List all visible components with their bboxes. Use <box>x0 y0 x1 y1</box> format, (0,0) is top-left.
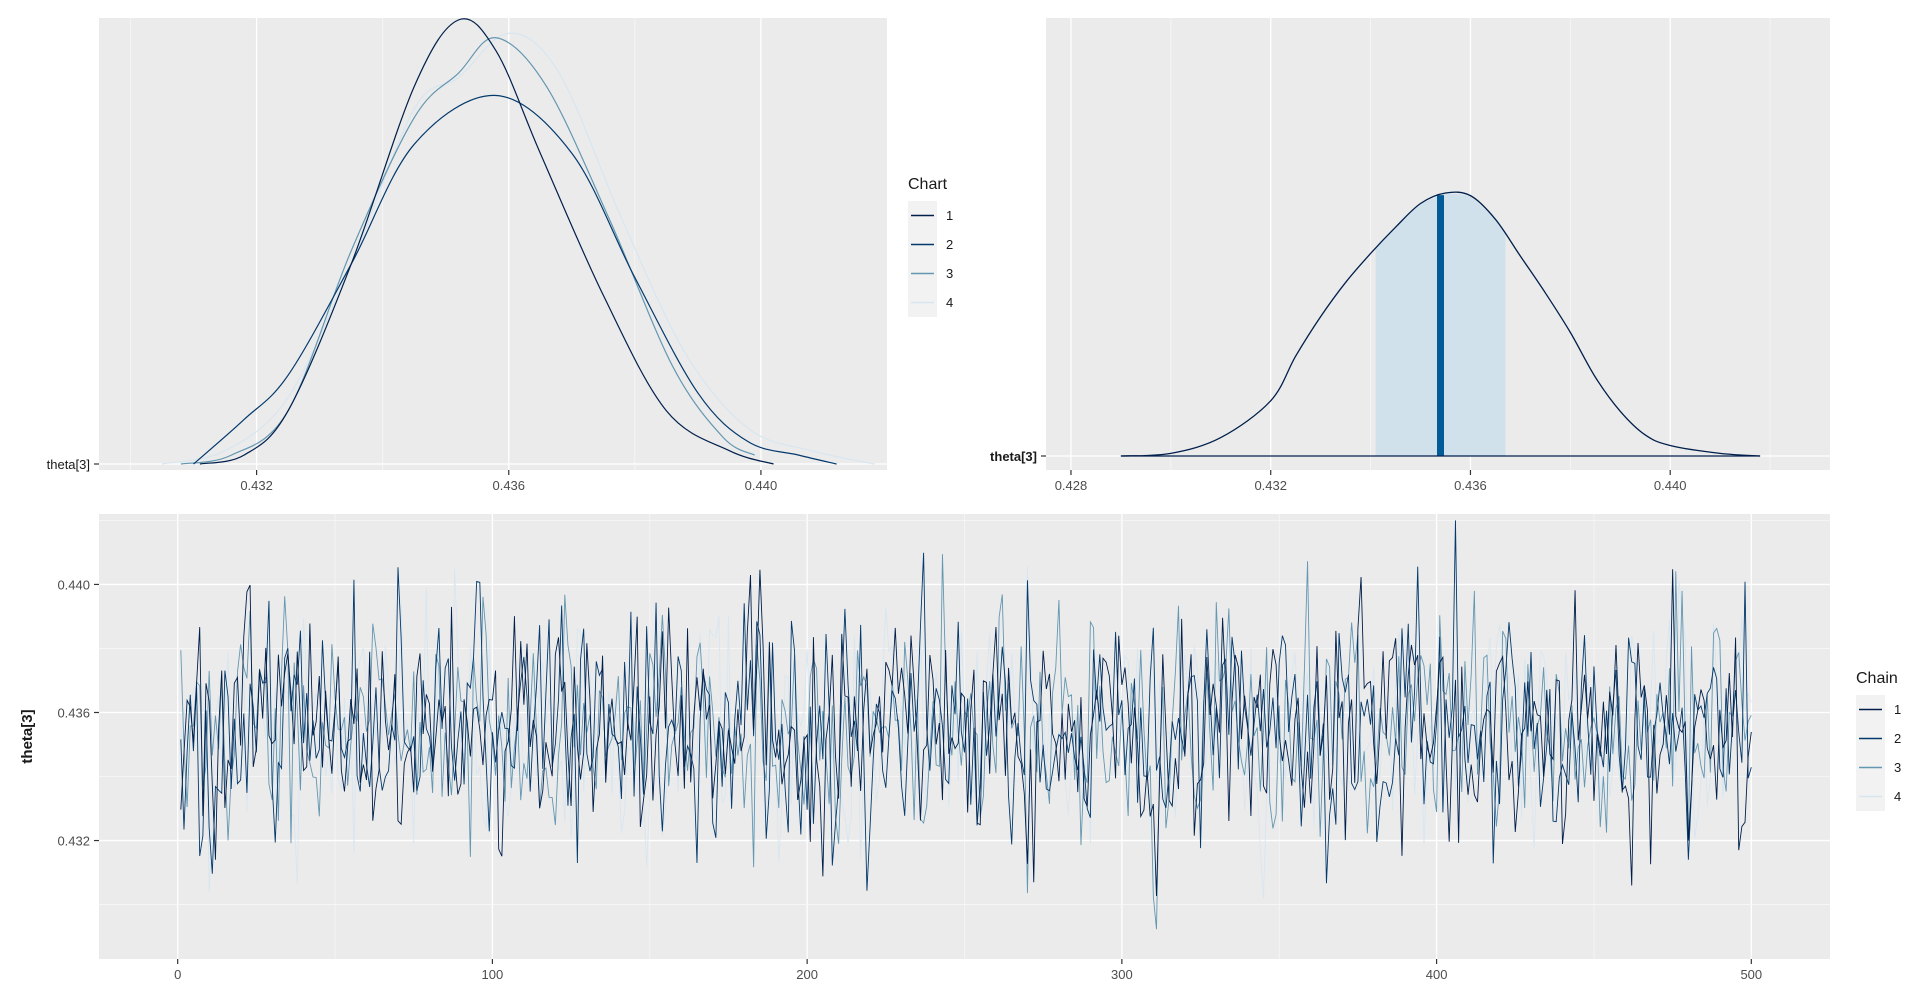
trace-line-chain-3 <box>180 554 1752 930</box>
posterior-area-x-tick-label: 0.436 <box>1454 478 1487 493</box>
legend-label-1: 1 <box>946 208 953 223</box>
trace-y-tick-label: 0.440 <box>57 577 90 592</box>
density-overlay-x-tick-label: 0.432 <box>240 478 273 493</box>
density-overlay-y-tick-label: theta[3] <box>47 457 90 472</box>
trace-series <box>180 520 1752 930</box>
density-overlay-x-tick-label: 0.436 <box>492 478 525 493</box>
posterior-area-y-tick-label: theta[3] <box>990 449 1037 464</box>
trace-y-axis: 0.432 0.436 0.440 <box>57 577 99 849</box>
density-overlay-x-axis: 0.432 0.436 0.440 <box>240 470 777 493</box>
trace-x-tick-label: 0 <box>174 967 181 982</box>
density-overlay-legend: Chart 1 2 3 4 <box>908 176 953 317</box>
trace-x-tick-label: 500 <box>1740 967 1762 982</box>
density-line-chain-2 <box>193 94 837 465</box>
trace-y-tick-label: 0.436 <box>57 705 90 720</box>
density-line-chain-4 <box>161 32 875 465</box>
posterior-area-panel: 0.428 0.432 0.436 0.440 theta[3] <box>990 18 1830 493</box>
trace-legend: Chain 1 2 3 4 <box>1856 670 1901 811</box>
legend-label-4: 4 <box>1894 789 1901 804</box>
trace-y-tick-label: 0.432 <box>57 834 90 849</box>
legend-label-3: 3 <box>946 266 953 281</box>
legend-label-3: 3 <box>1894 760 1901 775</box>
legend-label-4: 4 <box>946 295 953 310</box>
density-overlay-y-axis: theta[3] <box>47 457 99 472</box>
posterior-density-line <box>1120 191 1761 457</box>
trace-x-axis: 0 100 200 300 400 500 <box>174 959 1762 982</box>
density-overlay-panel: 0.432 0.436 0.440 theta[3] Chart 1 2 3 4 <box>47 18 953 493</box>
density-overlay-plot-area <box>99 18 887 470</box>
legend-label-2: 2 <box>1894 731 1901 746</box>
legend-label-2: 2 <box>946 237 953 252</box>
posterior-area-y-axis: theta[3] <box>990 449 1046 464</box>
density-overlay-series <box>161 18 875 465</box>
trace-y-axis-title: theta[3] <box>19 709 36 763</box>
posterior-area-x-tick-label: 0.432 <box>1254 478 1287 493</box>
density-overlay-legend-keys: 1 2 3 4 <box>908 201 953 317</box>
trace-x-tick-label: 300 <box>1111 967 1133 982</box>
trace-legend-keys: 1 2 3 4 <box>1856 695 1901 811</box>
trace-legend-title: Chain <box>1856 670 1898 687</box>
trace-x-tick-label: 400 <box>1426 967 1448 982</box>
density-overlay-legend-title: Chart <box>908 176 948 193</box>
posterior-area-x-tick-label: 0.428 <box>1055 478 1088 493</box>
legend-label-1: 1 <box>1894 702 1901 717</box>
posterior-area-x-axis: 0.428 0.432 0.436 0.440 <box>1055 470 1687 493</box>
density-line-chain-1 <box>199 18 774 465</box>
density-overlay-gridlines <box>99 18 887 470</box>
trace-panel: 0 100 200 300 400 500 0.432 0.436 0.440 theta[3… <box>19 514 1901 982</box>
trace-x-tick-label: 200 <box>796 967 818 982</box>
posterior-area-x-tick-label: 0.440 <box>1654 478 1687 493</box>
density-overlay-x-tick-label: 0.440 <box>745 478 778 493</box>
trace-x-tick-label: 100 <box>482 967 504 982</box>
trace-line-chain-1 <box>180 569 1752 896</box>
